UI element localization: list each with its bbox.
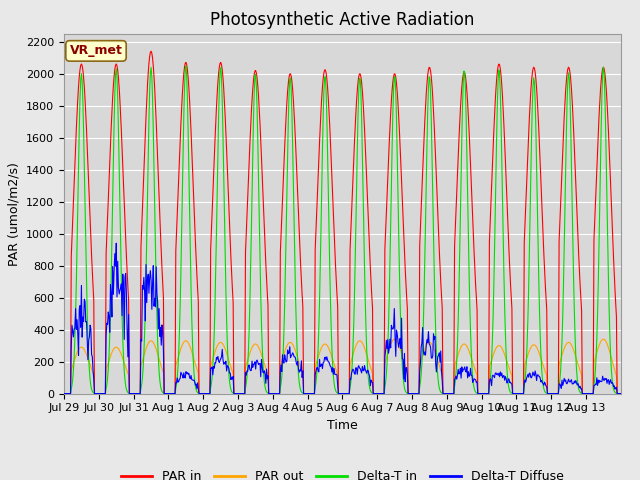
Y-axis label: PAR (umol/m2/s): PAR (umol/m2/s) xyxy=(8,162,20,265)
Title: Photosynthetic Active Radiation: Photosynthetic Active Radiation xyxy=(210,11,475,29)
X-axis label: Time: Time xyxy=(327,419,358,432)
Legend: PAR in, PAR out, Delta-T in, Delta-T Diffuse: PAR in, PAR out, Delta-T in, Delta-T Dif… xyxy=(116,465,569,480)
Text: VR_met: VR_met xyxy=(70,44,122,58)
